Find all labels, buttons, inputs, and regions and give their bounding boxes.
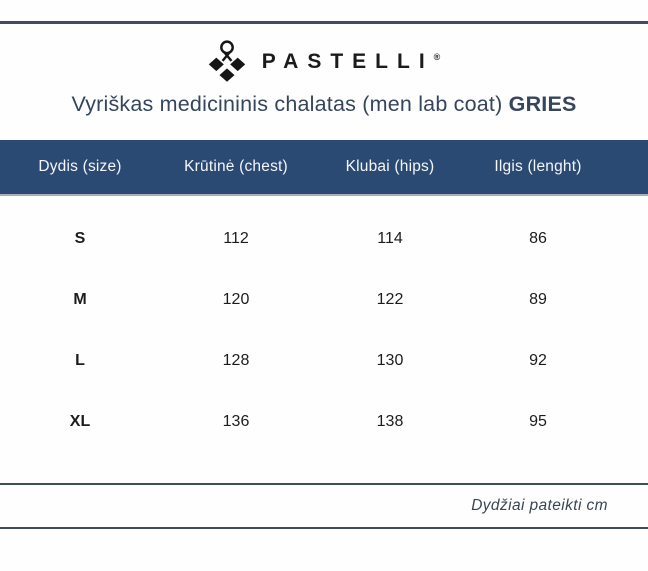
table-row-m: M 120 122 89 (0, 269, 648, 330)
footer-divider-top (0, 483, 648, 485)
brand-name-text: PASTELLI (261, 50, 434, 73)
page-title: Vyriškas medicininis chalatas (men lab c… (0, 92, 648, 117)
column-header-length: Ilgis (lenght) (494, 158, 582, 175)
table-row-s: S 112 114 86 (0, 208, 648, 269)
cell-size: L (75, 351, 85, 369)
top-divider (0, 21, 648, 24)
cell-size: S (74, 229, 86, 247)
cell-chest: 120 (222, 290, 250, 308)
cell-hips: 138 (376, 412, 404, 430)
cell-hips: 130 (376, 351, 404, 369)
cell-chest: 136 (222, 412, 250, 430)
footer-bar: Dydžiai pateikti cm (0, 485, 648, 527)
cell-length: 92 (529, 351, 547, 369)
cell-size: XL (69, 412, 91, 430)
table-row-l: L 128 130 92 (0, 330, 648, 391)
cell-chest: 128 (222, 351, 250, 369)
cell-size: M (73, 290, 87, 308)
cell-length: 95 (529, 412, 547, 430)
table-body: S 112 114 86 M 120 122 89 L 128 130 92 XL 136 138 95 (0, 196, 648, 452)
page-title-main: Vyriškas medicininis chalatas (men lab c… (71, 92, 509, 116)
column-header-chest: Krūtinė (chest) (184, 158, 288, 175)
table-row-xl: XL 136 138 95 (0, 391, 648, 452)
brand-header: PASTELLI® (0, 35, 648, 89)
cell-chest: 112 (223, 229, 249, 247)
table-header-row: Dydis (size) Krūtinė (chest) Klubai (hip… (0, 140, 648, 196)
size-chart-page: PASTELLI® Vyriškas medicininis chalatas … (0, 21, 648, 571)
registered-trademark: ® (433, 52, 441, 62)
units-note: Dydžiai pateikti cm (471, 497, 608, 514)
cell-length: 86 (529, 229, 547, 247)
column-header-hips: Klubai (hips) (345, 158, 435, 175)
column-header-size: Dydis (size) (38, 158, 122, 175)
cell-length: 89 (529, 290, 547, 308)
brand-name: PASTELLI® (258, 50, 441, 74)
footer-divider-bottom (0, 527, 648, 529)
pastelli-logo-icon (208, 39, 246, 85)
cell-hips: 114 (377, 229, 403, 247)
product-model-name: GRIES (508, 92, 577, 116)
cell-hips: 122 (376, 290, 404, 308)
